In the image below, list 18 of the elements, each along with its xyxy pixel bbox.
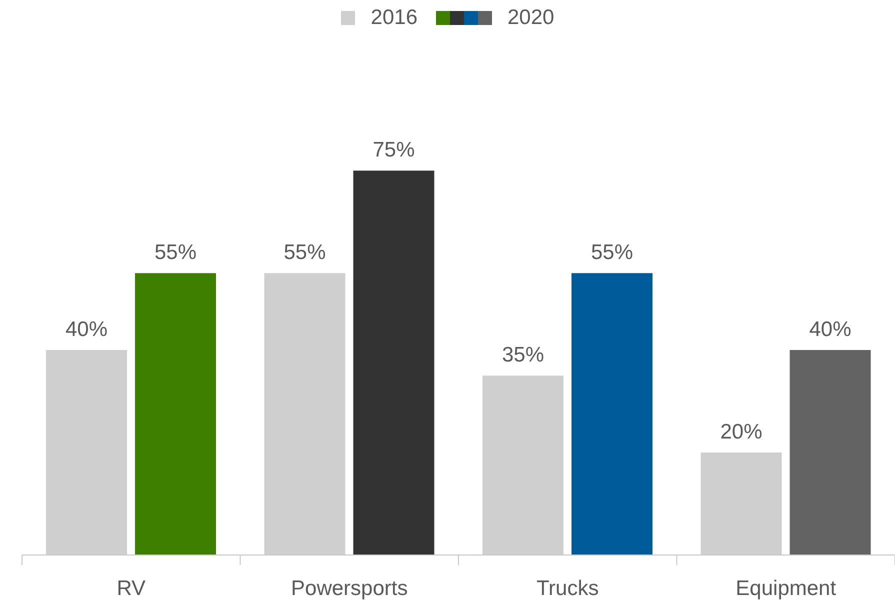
data-label: 40% <box>65 318 108 341</box>
bar <box>135 273 216 555</box>
legend-label: 2020 <box>508 6 554 30</box>
data-label: 55% <box>284 241 326 264</box>
data-label: 20% <box>720 420 762 444</box>
bar <box>790 350 871 555</box>
data-label: 55% <box>590 241 634 264</box>
x-tick-label: Trucks <box>536 577 599 600</box>
data-label: 35% <box>502 344 544 367</box>
bar <box>572 273 653 555</box>
data-label: 40% <box>809 318 852 341</box>
x-tick-label: Equipment <box>736 577 836 600</box>
data-label: 55% <box>154 241 197 264</box>
x-tick-label: RV <box>116 577 146 600</box>
data-label: 75% <box>372 138 415 162</box>
x-tick-label: Powersports <box>291 577 408 600</box>
bar <box>353 170 434 555</box>
legend-label: 2016 <box>370 6 418 30</box>
